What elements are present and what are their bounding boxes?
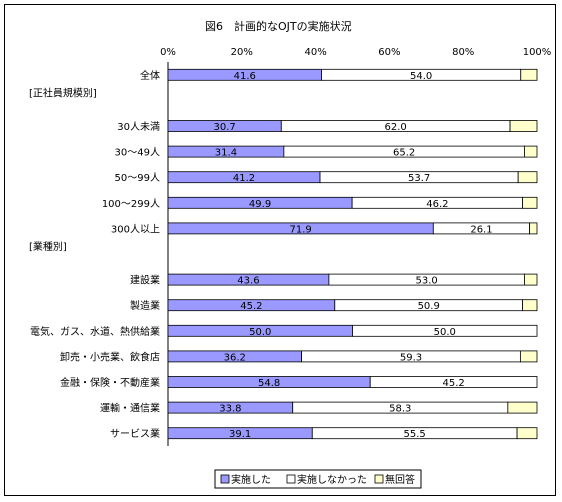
data-label: 54.0	[410, 71, 432, 82]
legend-label: 無回答	[385, 473, 415, 486]
data-label: 45.2	[442, 378, 464, 389]
category-label: 50～99人	[115, 172, 160, 184]
x-tick-label: 60%	[378, 47, 400, 58]
legend-swatch	[374, 474, 384, 484]
legend: 実施した 実施しなかった 無回答	[214, 469, 422, 489]
category-label: 金融・保険・不動産業	[60, 376, 160, 389]
data-label: 33.8	[219, 404, 241, 415]
data-label: 53.7	[408, 173, 430, 184]
bar-segment	[522, 299, 538, 312]
category-label: 電気、ガス、水道、熱供給業	[30, 325, 160, 338]
x-tick-label: 40%	[304, 47, 326, 58]
data-label: 50.0	[249, 327, 271, 338]
data-label: 50.9	[418, 301, 440, 312]
bar-segment	[522, 196, 538, 209]
data-label: 53.0	[416, 276, 438, 287]
data-label: 49.9	[249, 199, 271, 210]
group-header: [業種別]	[29, 240, 67, 253]
data-label: 71.9	[290, 224, 312, 235]
data-label: 39.1	[229, 429, 251, 440]
category-label: 全体	[140, 69, 160, 82]
bar-segment	[352, 324, 538, 337]
legend-swatch	[286, 474, 296, 484]
legend-label: 実施した	[231, 473, 271, 486]
category-label: 運輸・通信業	[100, 402, 160, 415]
category-label: 30～49人	[115, 147, 160, 159]
legend-swatch	[220, 474, 230, 484]
data-label: 26.1	[470, 224, 492, 235]
category-label: 30人未満	[117, 121, 160, 133]
category-label: 建設業	[130, 274, 160, 287]
data-label: 65.2	[393, 148, 415, 159]
data-label: 30.7	[214, 122, 236, 133]
bar-segment	[517, 171, 538, 184]
bar-segment	[516, 427, 538, 440]
group-header: [正社員規模別]	[29, 86, 97, 99]
data-label: 59.3	[400, 352, 422, 363]
bar-segment	[509, 120, 538, 132]
chart-title: 図6 計画的なOJTの実施状況	[205, 19, 352, 33]
bar-segment	[520, 68, 538, 81]
data-label: 43.6	[237, 276, 259, 287]
x-tick-label: 80%	[452, 47, 474, 58]
x-tick-label: 100%	[523, 47, 552, 58]
x-tick-label: 20%	[231, 47, 253, 58]
category-label: 100～299人	[102, 198, 160, 210]
plot-area: 0% 20% 40% 60% 80% 100% 全体 41.6 54.0 [正社員規模別] 30人未…	[29, 47, 551, 446]
bar-segment	[529, 222, 538, 235]
data-label: 54.8	[258, 378, 280, 389]
bar-segment	[507, 401, 538, 414]
legend-label: 実施しなかった	[297, 473, 367, 486]
bar-segment	[524, 273, 538, 286]
data-label: 45.2	[240, 301, 262, 312]
data-label: 58.3	[389, 404, 411, 415]
chart-frame	[4, 4, 556, 496]
data-label: 55.5	[404, 429, 426, 440]
bar-segment	[369, 376, 538, 388]
x-tick-label: 0%	[160, 47, 176, 58]
bar-segment	[524, 145, 538, 158]
data-label: 36.2	[224, 352, 246, 363]
data-label: 41.6	[234, 71, 256, 82]
data-label: 31.4	[215, 148, 237, 159]
legend-box	[214, 469, 422, 489]
data-label: 62.0	[385, 122, 407, 133]
bar-segment	[519, 350, 538, 363]
category-label: 製造業	[130, 299, 160, 312]
data-label: 50.0	[434, 327, 456, 338]
data-label: 46.2	[426, 199, 448, 210]
category-label: 卸売・小売業、飲食店	[60, 350, 160, 363]
data-label: 41.2	[233, 173, 255, 184]
category-label: サービス業	[110, 427, 160, 440]
category-label: 300人以上	[111, 223, 160, 235]
